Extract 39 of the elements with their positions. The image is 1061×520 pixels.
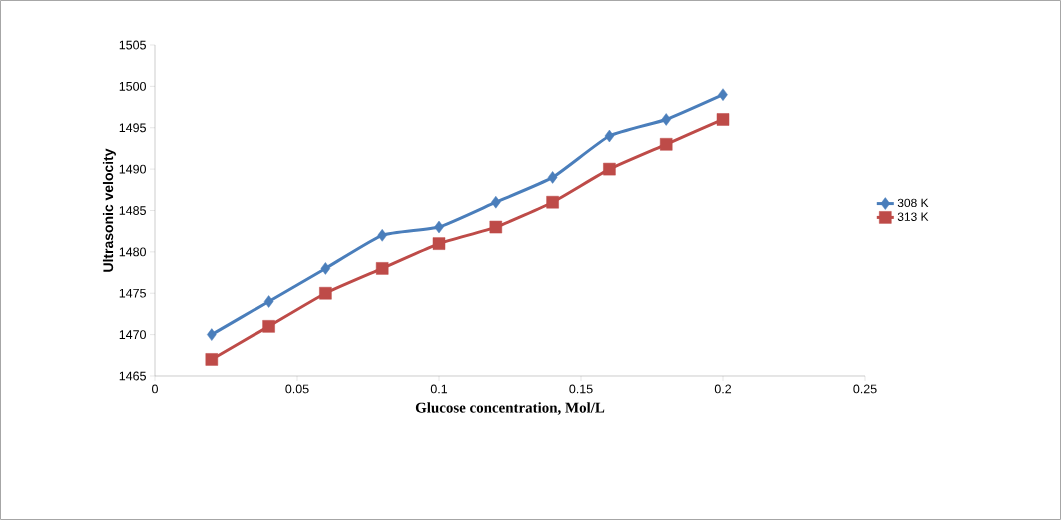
point xyxy=(718,88,728,101)
x-tick-label: 0.15 xyxy=(569,384,593,394)
point xyxy=(207,328,217,341)
point xyxy=(603,162,616,176)
point xyxy=(491,195,501,209)
y-tick-label: 1500 xyxy=(119,81,146,91)
point xyxy=(205,353,219,366)
point xyxy=(659,138,673,151)
y-tick-label: 1495 xyxy=(119,123,146,133)
point xyxy=(547,171,558,184)
y-tick-label: 1490 xyxy=(119,164,146,174)
point xyxy=(262,320,275,333)
legend-label: 313 K xyxy=(897,212,929,221)
point xyxy=(716,113,730,126)
point xyxy=(319,287,332,300)
x-tick-label: 0.2 xyxy=(714,384,732,394)
y-tick-label: 1465 xyxy=(119,371,146,381)
x-tick-label: 0.1 xyxy=(430,384,448,394)
x-tick-label: 0 xyxy=(152,384,158,394)
point xyxy=(377,229,387,242)
y-tick-label: 1480 xyxy=(119,247,146,257)
y-axis-title: Ultrasonic velocity xyxy=(102,148,116,272)
point xyxy=(434,220,444,234)
point xyxy=(546,195,559,209)
y-tick-label: 1505 xyxy=(119,40,146,50)
point xyxy=(263,295,274,308)
point xyxy=(604,129,615,143)
point xyxy=(320,262,331,275)
y-tick-label: 1485 xyxy=(119,206,146,215)
point xyxy=(661,113,671,126)
point xyxy=(375,262,389,275)
y-tick-label: 1470 xyxy=(119,330,146,340)
x-tick-label: 0.05 xyxy=(285,384,309,394)
legend-label: 308 K xyxy=(897,198,929,208)
x-tick-label: 0.25 xyxy=(853,384,877,394)
point xyxy=(489,220,503,234)
y-tick-label: 1475 xyxy=(119,288,146,298)
x-axis-title: Glucose concentration, Mol/L xyxy=(415,402,605,415)
point xyxy=(432,237,446,250)
